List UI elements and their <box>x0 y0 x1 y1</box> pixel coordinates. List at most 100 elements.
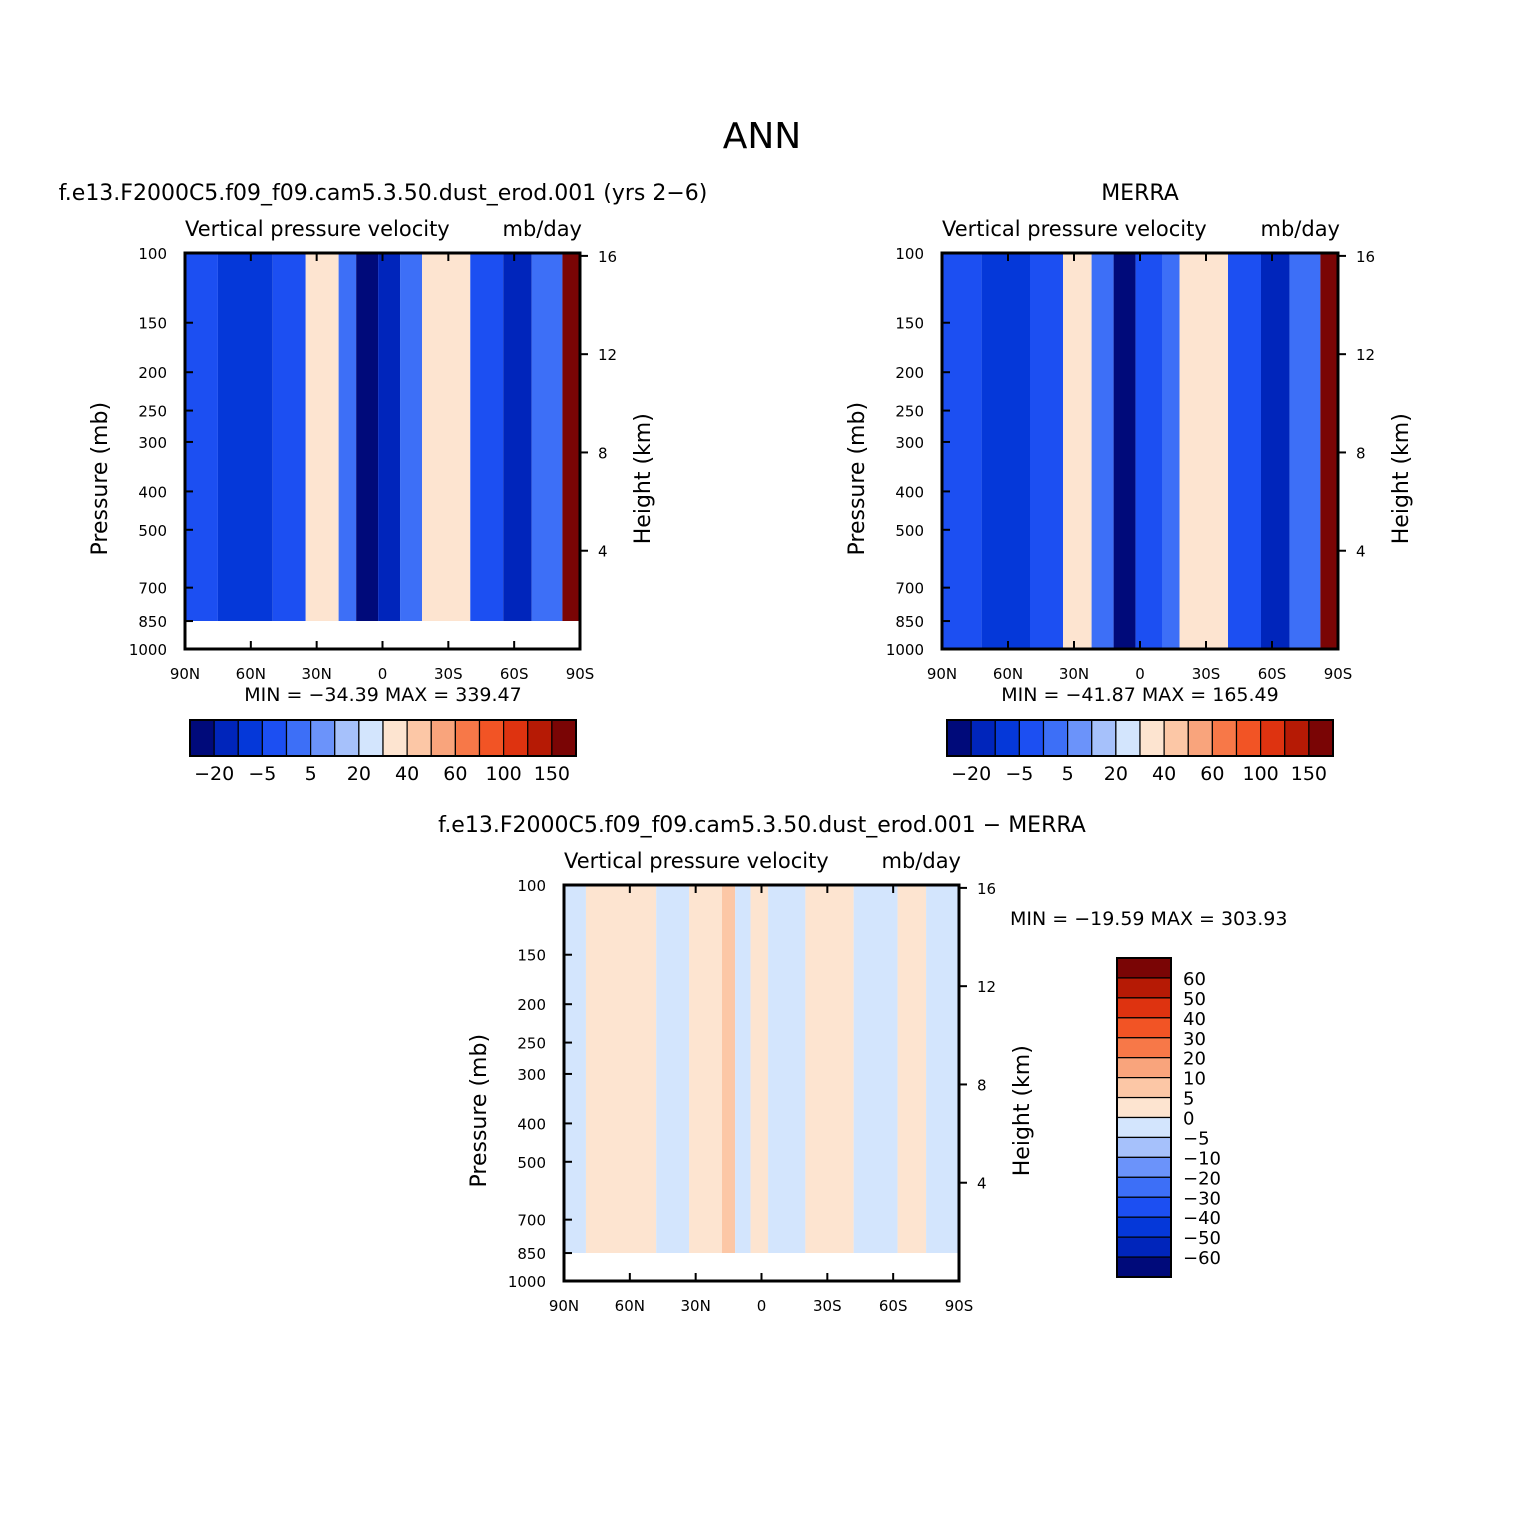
y-tick-label: 200 <box>138 364 167 382</box>
y-right-tick-label: 16 <box>598 248 617 266</box>
y-tick-label: 100 <box>895 245 924 263</box>
y-tick-label: 1000 <box>129 641 167 659</box>
y-tick-label: 300 <box>517 1066 546 1084</box>
colorbar-tick-label: −5 <box>1005 763 1033 785</box>
subtitle-units: mb/day <box>1261 217 1341 241</box>
subtitle-units: mb/day <box>882 849 962 873</box>
y-tick-label: 300 <box>895 434 924 452</box>
field <box>185 253 580 649</box>
colorbar-tick-label: 40 <box>1152 763 1176 785</box>
colorbar-swatch <box>1211 719 1238 757</box>
subtitle-variable: Vertical pressure velocity <box>564 849 829 873</box>
colorbar-frame <box>1116 957 1172 1278</box>
colorbar-swatch <box>213 719 239 757</box>
colorbar-swatch <box>1042 719 1069 757</box>
colorbar-swatch <box>1235 719 1262 757</box>
colorbar-swatch <box>1116 977 1172 999</box>
field-band <box>1179 253 1228 649</box>
x-tick-label: 30S <box>1192 665 1221 683</box>
y-tick-label: 400 <box>138 483 167 501</box>
y-right-tick-label: 16 <box>1356 248 1375 266</box>
field-band <box>1228 253 1261 649</box>
x-tick-label: 0 <box>1135 665 1145 683</box>
y-tick-label: 500 <box>138 522 167 540</box>
y-right-tick-label: 4 <box>1356 543 1366 561</box>
colorbar-tick-label: 20 <box>347 763 371 785</box>
field-band <box>1030 253 1063 649</box>
y-tick-label: 150 <box>895 315 924 333</box>
panel-1: f.e13.F2000C5.f09_f09.cam5.3.50.dust_ero… <box>59 181 708 785</box>
colorbar-tick-label: 150 <box>1291 763 1327 785</box>
y-tick-label: 250 <box>517 1035 546 1053</box>
x-tick-label: 60S <box>879 1297 908 1315</box>
colorbar: −20 −5 5 20 40 60 100 150 <box>946 719 1334 785</box>
colorbar-swatch <box>1116 1037 1172 1059</box>
colorbar-swatch <box>503 719 529 757</box>
x-tick-label: 90S <box>945 1297 974 1315</box>
colorbar-swatch <box>1116 1216 1172 1238</box>
colorbar-tick-label: −5 <box>1183 1128 1210 1149</box>
x-tick-label: 90N <box>170 665 200 683</box>
field-band <box>422 253 471 622</box>
colorbar-tick-label: 30 <box>1183 1029 1206 1050</box>
field-band <box>272 253 306 622</box>
colorbar-swatch <box>310 719 336 757</box>
colorbar-swatch <box>1116 1096 1172 1119</box>
y-tick-label: 400 <box>517 1115 546 1133</box>
y-tick-label: 250 <box>138 403 167 421</box>
field-band <box>338 253 357 622</box>
panel-title: MERRA <box>1101 181 1179 206</box>
colorbar-swatch <box>261 719 288 757</box>
y-tick-label: 850 <box>517 1245 546 1263</box>
field-band <box>503 253 532 622</box>
y-tick-label: 500 <box>517 1154 546 1172</box>
y-tick-label: 700 <box>517 1212 546 1230</box>
y-axis-label: Pressure (mb) <box>88 402 113 555</box>
y-tick-label: 700 <box>138 580 167 598</box>
y-right-tick-label: 12 <box>598 346 617 364</box>
colorbar-tick-label: −20 <box>194 763 234 785</box>
colorbar-swatch <box>1116 1256 1172 1278</box>
colorbar-swatch <box>1018 719 1045 757</box>
field-band <box>1320 253 1338 649</box>
colorbar-swatch <box>1116 1077 1172 1099</box>
subtitle-variable: Vertical pressure velocity <box>942 217 1207 241</box>
y-tick-label: 200 <box>517 996 546 1014</box>
panel-3: f.e13.F2000C5.f09_f09.cam5.3.50.dust_ero… <box>438 813 1287 1315</box>
field-band <box>750 885 769 1254</box>
x-tick-label: 0 <box>378 665 388 683</box>
x-tick-label: 60N <box>236 665 266 683</box>
y-right-tick-label: 8 <box>977 1076 987 1094</box>
colorbar-tick-label: 20 <box>1183 1049 1206 1070</box>
y-right-axis-label: Height (km) <box>1389 413 1414 544</box>
y-tick-label: 850 <box>138 613 167 631</box>
colorbar-swatch <box>946 719 972 757</box>
colorbar-tick-label: 60 <box>1200 763 1224 785</box>
field-band <box>1289 253 1321 649</box>
colorbar-swatch <box>237 719 263 757</box>
colorbar-tick-label: 100 <box>485 763 521 785</box>
field-band <box>470 253 504 622</box>
colorbar-swatch <box>1067 719 1093 757</box>
colorbar-swatch <box>189 719 215 757</box>
y-tick-label: 200 <box>895 364 924 382</box>
colorbar-tick-label: 150 <box>534 763 570 785</box>
field-band <box>722 885 736 1254</box>
colorbar-tick-label: 40 <box>1183 1009 1206 1030</box>
y-tick-label: 150 <box>138 315 167 333</box>
y-right-axis-label: Height (km) <box>631 413 656 544</box>
x-tick-label: 60N <box>615 1297 645 1315</box>
colorbar-swatch <box>406 719 432 757</box>
field-band <box>378 253 401 622</box>
colorbar-tick-label: 60 <box>443 763 467 785</box>
field-band <box>1261 253 1290 649</box>
y-right-tick-label: 12 <box>977 978 996 996</box>
field-band <box>942 253 982 649</box>
y-tick-label: 250 <box>895 403 924 421</box>
colorbar-tick-label: −40 <box>1183 1208 1221 1229</box>
field-band <box>185 253 218 622</box>
y-axis-label: Pressure (mb) <box>467 1034 492 1188</box>
y-tick-label: 150 <box>517 947 546 965</box>
colorbar-swatch <box>1116 1057 1172 1079</box>
field-band <box>656 885 690 1254</box>
